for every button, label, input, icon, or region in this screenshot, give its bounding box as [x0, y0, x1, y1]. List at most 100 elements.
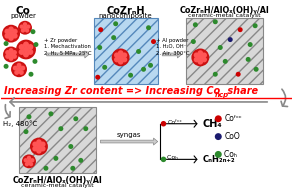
- Circle shape: [36, 139, 42, 145]
- Circle shape: [8, 48, 13, 53]
- Circle shape: [4, 41, 8, 46]
- Circle shape: [16, 40, 36, 59]
- Circle shape: [198, 50, 203, 56]
- Circle shape: [70, 166, 75, 171]
- Circle shape: [21, 28, 25, 33]
- Bar: [186, 18, 263, 84]
- Text: + Al powder
1. H₂O, OH⁻
2. Air, 300°C: + Al powder 1. H₂O, OH⁻ 2. Air, 300°C: [156, 38, 189, 56]
- Circle shape: [78, 158, 83, 163]
- Circle shape: [194, 57, 199, 62]
- Circle shape: [136, 49, 141, 54]
- Circle shape: [19, 70, 24, 75]
- Circle shape: [27, 49, 33, 55]
- Circle shape: [128, 73, 133, 78]
- Circle shape: [215, 133, 222, 140]
- Circle shape: [146, 25, 151, 30]
- Text: Coₕ⁣⁤: Coₕ⁣⁤: [224, 150, 237, 159]
- Text: ceramic-metal catalyst: ceramic-metal catalyst: [21, 183, 94, 188]
- Circle shape: [213, 19, 218, 24]
- Circle shape: [8, 35, 14, 41]
- Text: CₙH₂ₙ₊₂: CₙH₂ₙ₊₂: [202, 155, 235, 164]
- Circle shape: [98, 27, 103, 32]
- Text: CoO: CoO: [224, 132, 240, 141]
- Circle shape: [97, 45, 102, 50]
- Circle shape: [223, 59, 228, 64]
- Circle shape: [32, 59, 37, 64]
- Circle shape: [48, 111, 53, 116]
- Circle shape: [248, 42, 253, 47]
- Circle shape: [118, 50, 124, 56]
- Circle shape: [111, 35, 116, 40]
- Circle shape: [201, 57, 207, 62]
- Circle shape: [26, 25, 30, 29]
- Circle shape: [148, 63, 153, 68]
- Circle shape: [5, 50, 10, 55]
- Text: + Zr powder
1. Mechactivation
2. H₂, 5 MPa, 25°C: + Zr powder 1. Mechactivation 2. H₂, 5 M…: [44, 38, 92, 56]
- Circle shape: [83, 126, 88, 131]
- Circle shape: [215, 115, 222, 122]
- Circle shape: [236, 72, 241, 77]
- Circle shape: [18, 21, 32, 35]
- Circle shape: [36, 148, 42, 154]
- Circle shape: [102, 65, 107, 70]
- Circle shape: [228, 37, 233, 42]
- Bar: [19, 107, 96, 173]
- Text: H₂, 480°C: H₂, 480°C: [3, 121, 37, 127]
- Text: Increasing Zr content => Increasing Co: Increasing Zr content => Increasing Co: [4, 86, 220, 96]
- Circle shape: [161, 121, 166, 126]
- Circle shape: [58, 126, 63, 131]
- Circle shape: [122, 57, 127, 62]
- Circle shape: [201, 52, 207, 58]
- Circle shape: [23, 26, 27, 30]
- Circle shape: [24, 158, 28, 163]
- Circle shape: [4, 29, 10, 34]
- Circle shape: [194, 52, 199, 58]
- Circle shape: [8, 56, 13, 61]
- Circle shape: [114, 52, 120, 58]
- Circle shape: [12, 29, 18, 34]
- Circle shape: [13, 66, 18, 70]
- Circle shape: [198, 55, 203, 60]
- Circle shape: [30, 158, 34, 163]
- Circle shape: [30, 29, 35, 34]
- Circle shape: [161, 157, 166, 162]
- Circle shape: [19, 49, 25, 55]
- Circle shape: [141, 67, 146, 72]
- Circle shape: [23, 52, 29, 57]
- Circle shape: [122, 52, 127, 58]
- Circle shape: [213, 72, 218, 77]
- Circle shape: [95, 75, 100, 80]
- Text: Co: Co: [15, 6, 30, 16]
- Text: CoZrₙH/AlOₓ(OH)ᵧ/Al: CoZrₙH/AlOₓ(OH)ᵧ/Al: [13, 176, 102, 185]
- Circle shape: [27, 114, 32, 119]
- Circle shape: [118, 59, 124, 65]
- Circle shape: [19, 44, 25, 50]
- Circle shape: [246, 57, 251, 62]
- Circle shape: [11, 61, 27, 77]
- Circle shape: [215, 151, 222, 158]
- Text: CoZrₙH: CoZrₙH: [106, 6, 145, 16]
- Text: share: share: [224, 86, 258, 96]
- Circle shape: [112, 49, 130, 66]
- Circle shape: [17, 67, 22, 72]
- Circle shape: [23, 129, 29, 134]
- Circle shape: [8, 31, 14, 36]
- Circle shape: [27, 159, 31, 163]
- Circle shape: [29, 162, 33, 166]
- Circle shape: [198, 59, 203, 65]
- Circle shape: [193, 22, 198, 27]
- Text: ceramic-metal catalyst: ceramic-metal catalyst: [188, 13, 261, 18]
- Circle shape: [4, 64, 8, 69]
- Circle shape: [27, 44, 33, 50]
- Circle shape: [17, 63, 22, 68]
- Circle shape: [20, 25, 24, 29]
- Circle shape: [218, 45, 223, 50]
- Circle shape: [30, 138, 48, 155]
- Circle shape: [23, 42, 29, 47]
- Text: CoZrₙH/AlOₓ(OH)ᵧ/Al: CoZrₙH/AlOₓ(OH)ᵧ/Al: [180, 6, 270, 15]
- Circle shape: [3, 46, 19, 62]
- Circle shape: [254, 67, 259, 72]
- Circle shape: [29, 72, 34, 77]
- Circle shape: [14, 70, 19, 75]
- Circle shape: [25, 162, 29, 166]
